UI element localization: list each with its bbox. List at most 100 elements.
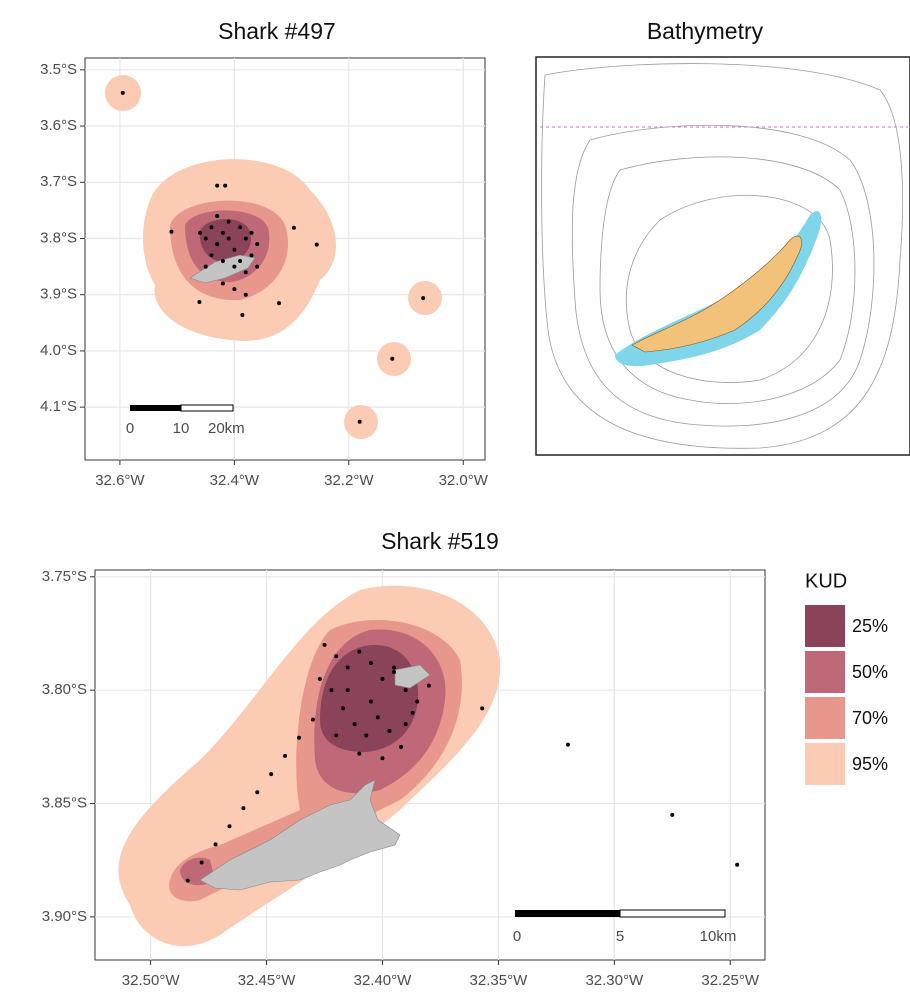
- detection-point: [197, 300, 201, 304]
- detection-point: [241, 806, 245, 810]
- detection-point: [323, 643, 327, 647]
- detection-point: [390, 357, 394, 361]
- y-tick-label: 3.80°S: [42, 681, 87, 698]
- legend-label: 70%: [852, 708, 888, 728]
- legend-swatch: [805, 605, 845, 647]
- detection-point: [269, 772, 273, 776]
- detection-point: [198, 231, 202, 235]
- map-title: Shark #497: [218, 18, 336, 44]
- detection-point: [364, 734, 368, 738]
- detection-point: [411, 711, 415, 715]
- x-tick-label: 32.35°W: [470, 972, 529, 989]
- scale-label: 20km: [208, 420, 245, 437]
- y-tick-label: 4.1°S: [40, 398, 77, 415]
- detection-point: [244, 293, 248, 297]
- y-tick-label: 3.5°S: [40, 61, 77, 78]
- x-tick-label: 32.30°W: [585, 972, 644, 989]
- detection-point: [244, 236, 248, 240]
- detection-point: [297, 736, 301, 740]
- detection-point: [209, 225, 213, 229]
- detection-point: [223, 184, 227, 188]
- detection-point: [250, 253, 254, 257]
- detection-point: [250, 231, 254, 235]
- legend-swatch: [805, 651, 845, 693]
- detection-point: [255, 265, 259, 269]
- detection-point: [204, 265, 208, 269]
- detection-point: [240, 313, 244, 317]
- detection-point: [334, 734, 338, 738]
- y-tick-label: 3.9°S: [40, 286, 77, 303]
- legend-label: 50%: [852, 662, 888, 682]
- y-tick-label: 3.6°S: [40, 117, 77, 134]
- detection-point: [357, 752, 361, 756]
- detection-point: [427, 684, 431, 688]
- x-tick-label: 32.40°W: [354, 972, 413, 989]
- x-tick-label: 32.6°W: [95, 472, 145, 489]
- scale-bar: [620, 910, 725, 917]
- scale-label: 10: [173, 420, 190, 437]
- detection-point: [221, 281, 225, 285]
- detection-point: [221, 231, 225, 235]
- x-tick-label: 32.45°W: [238, 972, 297, 989]
- detection-point: [238, 225, 242, 229]
- detection-point: [341, 706, 345, 710]
- detection-point: [735, 863, 739, 867]
- scale-label: 0: [126, 420, 134, 437]
- scale-label: 0: [513, 928, 521, 945]
- scale-label: 10km: [700, 928, 737, 945]
- y-tick-label: 4.0°S: [40, 342, 77, 359]
- detection-point: [209, 253, 213, 257]
- detection-point: [376, 715, 380, 719]
- legend-swatch: [805, 697, 845, 739]
- detection-point: [232, 248, 236, 252]
- detection-point: [232, 265, 236, 269]
- detection-point: [357, 650, 361, 654]
- scale-bar: [515, 910, 620, 917]
- detection-point: [283, 754, 287, 758]
- x-tick-label: 32.2°W: [324, 472, 374, 489]
- scale-bar: [130, 405, 181, 411]
- detection-point: [353, 722, 357, 726]
- detection-point: [227, 220, 231, 224]
- detection-point: [334, 654, 338, 658]
- detection-point: [358, 420, 362, 424]
- legend-title: KUD: [805, 570, 847, 592]
- bathymetry-chart: [536, 57, 910, 455]
- map-title: Shark #519: [381, 528, 499, 554]
- detection-point: [369, 661, 373, 665]
- detection-point: [214, 842, 218, 846]
- detection-point: [670, 813, 674, 817]
- detection-point: [221, 259, 225, 263]
- detection-point: [200, 861, 204, 865]
- bathymetry-title: Bathymetry: [647, 18, 764, 44]
- detection-point: [346, 666, 350, 670]
- detection-point: [215, 184, 219, 188]
- detection-point: [387, 729, 391, 733]
- detection-point: [380, 756, 384, 760]
- detection-point: [404, 688, 408, 692]
- legend-label: 95%: [852, 754, 888, 774]
- detection-point: [399, 745, 403, 749]
- x-tick-label: 32.50°W: [122, 972, 181, 989]
- detection-point: [292, 226, 296, 230]
- y-tick-label: 3.75°S: [42, 568, 87, 585]
- detection-point: [215, 242, 219, 246]
- detection-point: [566, 743, 570, 747]
- detection-point: [204, 236, 208, 240]
- detection-point: [392, 666, 396, 670]
- legend-swatch: [805, 743, 845, 785]
- detection-point: [404, 722, 408, 726]
- detection-point: [121, 91, 125, 95]
- detection-point: [380, 677, 384, 681]
- detection-point: [392, 670, 396, 674]
- detection-point: [480, 706, 484, 710]
- detection-point: [238, 259, 242, 263]
- detection-point: [255, 790, 259, 794]
- detection-point: [255, 242, 259, 246]
- detection-point: [244, 270, 248, 274]
- detection-point: [227, 824, 231, 828]
- detection-point: [232, 287, 236, 291]
- detection-point: [329, 688, 333, 692]
- x-tick-label: 32.25°W: [701, 972, 760, 989]
- detection-point: [186, 879, 190, 883]
